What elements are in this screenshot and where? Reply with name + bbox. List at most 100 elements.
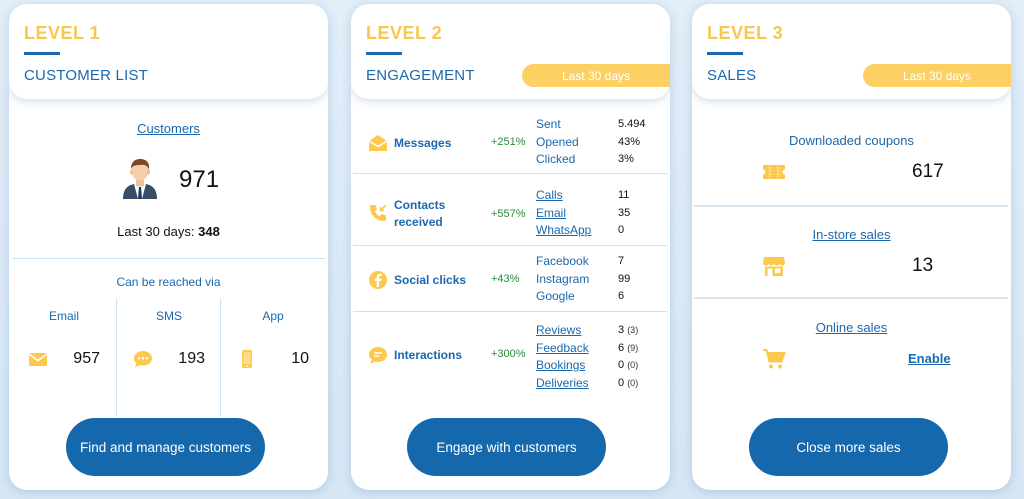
engagement-items: Reviews Feedback Bookings Deliveries [536,322,589,392]
engagement-items: Sent Opened Clicked [536,116,579,169]
customer-avatar-icon [123,159,157,199]
engagement-value: 5.494 [618,118,646,130]
reach-label: Can be reached via [116,275,221,289]
email-link[interactable]: Email [536,205,567,220]
engagement-values: 5.494 43% 3% [618,116,646,169]
engagement-value-total: (9) [627,342,639,353]
channel-email: Email 957 [12,299,116,415]
store-icon [763,257,785,276]
engagement-label-line: received [394,215,443,229]
engagement-value: 35 [618,206,631,219]
enable-online-sales-link[interactable]: Enable [908,351,951,366]
engagement-values: 7 99 6 [618,253,630,306]
engagement-value: 3 (3) [618,322,638,340]
close-more-sales-button[interactable]: Close more sales [749,418,948,476]
last-30-days-value: 348 [198,224,220,239]
engagement-row-messages: Messages +251% Sent Opened Clicked 5.494… [351,116,670,174]
engagement-values: 3 (3) 6 (9) 0 (0) 0 (0) [618,322,638,392]
period-badge: Last 30 days [522,64,670,87]
channel-value: 193 [178,350,205,367]
ticket-icon [763,165,785,179]
sales-card: LEVEL 3 SALES Last 30 days Downloaded co… [692,4,1011,490]
card-title: ENGAGEMENT [366,67,475,84]
engagement-item: Google [536,289,575,303]
engagement-row-social: Social clicks +43% Facebook Instagram Go… [351,253,670,311]
engagement-values: 11 35 0 [618,187,630,240]
smartphone-icon [242,350,252,368]
chat-bubble-icon [134,351,152,368]
engagement-label: Contacts received [394,197,445,231]
feedback-link[interactable]: Feedback [536,340,589,355]
engagement-growth: +251% [491,136,526,148]
bookings-link[interactable]: Bookings [536,358,586,372]
reviews-link[interactable]: Reviews [536,323,582,337]
engagement-row-contacts: Contacts received +557% Calls Email What… [351,184,670,246]
find-manage-customers-button[interactable]: Find and manage customers [66,418,265,476]
customers-link[interactable]: Customers [137,121,200,136]
engagement-value-main: 6 [618,341,625,354]
engagement-growth: +557% [491,208,526,220]
level-label: LEVEL 2 [366,23,443,43]
engagement-growth: +300% [491,348,526,360]
channel-value: 957 [73,350,100,367]
customer-list-card: LEVEL 1 CUSTOMER LIST Customers 971 Last… [9,4,328,490]
last-30-days-summary: Last 30 days: 348 [9,224,328,239]
sales-block-title-wrap: In-store sales [692,227,1011,242]
engagement-value: 11 [618,189,630,201]
engagement-item: Clicked [536,152,576,166]
engagement-value-total: (0) [627,377,639,388]
card-header: LEVEL 3 SALES Last 30 days [692,4,1011,99]
speech-bubble-icon [369,347,387,364]
card-title: SALES [707,67,757,84]
facebook-icon [369,271,387,289]
open-envelope-icon [368,135,388,151]
sales-block-value: 617 [912,161,944,182]
incoming-call-icon [370,204,387,221]
channel-name: SMS [155,309,182,323]
engage-customers-button[interactable]: Engage with customers [407,418,606,476]
sales-block-instore: In-store sales 13 [692,196,1011,289]
block-divider [694,297,1008,299]
channel-sms: SMS 193 [117,299,221,415]
customer-count: 971 [179,166,220,193]
engagement-value: 0 (0) [618,357,638,375]
engagement-label-line: Contacts [394,198,446,212]
level-label: LEVEL 1 [24,23,101,43]
engagement-value: 6 (9) [618,340,638,358]
sales-block-title-wrap: Online sales [692,320,1011,335]
engagement-value: 6 [618,290,625,302]
engagement-value: 43% [618,135,641,148]
row-divider [353,173,667,174]
cart-icon [763,349,786,369]
calls-link[interactable]: Calls [536,188,563,202]
instore-sales-link[interactable]: In-store sales [812,227,891,242]
whatsapp-link[interactable]: WhatsApp [536,223,592,237]
engagement-value-total: (0) [627,360,639,370]
channel-name: App [262,309,284,323]
engagement-items: Facebook Instagram Google [536,253,589,306]
engagement-value: 7 [618,255,625,267]
engagement-item: Facebook [536,254,589,268]
engagement-label: Interactions [394,348,463,362]
engagement-growth: +43% [491,273,520,285]
channel-divider [116,299,117,415]
card-header: LEVEL 1 CUSTOMER LIST [9,4,328,99]
engagement-value: 0 (0) [618,375,638,393]
channel-app: App 10 [221,299,325,415]
level-underline [707,52,743,55]
engagement-card: LEVEL 2 ENGAGEMENT Last 30 days Messages… [351,4,670,490]
engagement-label: Social clicks [394,273,467,287]
channel-divider [220,299,221,415]
engagement-value-total: (3) [627,325,639,335]
engagement-items: Calls Email WhatsApp [536,187,591,240]
period-badge: Last 30 days [863,64,1011,87]
online-sales-link[interactable]: Online sales [815,320,888,335]
last-30-days-label: Last 30 days: [117,224,195,239]
deliveries-link[interactable]: Deliveries [536,375,589,390]
level-underline [24,52,60,55]
engagement-item: Sent [536,117,561,131]
channel-name: Email [48,309,79,323]
level-label: LEVEL 3 [707,23,784,43]
engagement-value: 0 [618,224,625,236]
card-title: CUSTOMER LIST [24,67,149,84]
